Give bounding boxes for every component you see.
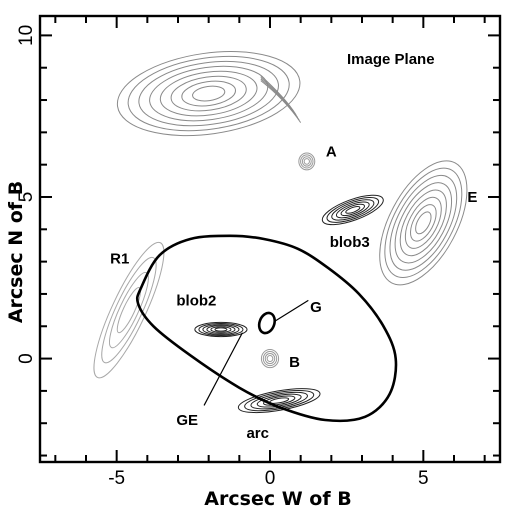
contour-level bbox=[116, 287, 142, 334]
critical-curve-layer bbox=[135, 234, 398, 423]
chart-title: Image Plane bbox=[347, 51, 435, 68]
contour-level bbox=[170, 75, 247, 112]
contour-level bbox=[194, 321, 248, 338]
contour-level bbox=[206, 325, 236, 334]
contour-source-E bbox=[379, 160, 468, 286]
contour-level bbox=[399, 189, 447, 257]
label-arc: arc bbox=[246, 425, 269, 442]
contour-level bbox=[266, 355, 274, 363]
contour-level bbox=[300, 154, 314, 169]
critical-curve bbox=[135, 234, 398, 423]
contour-level bbox=[335, 201, 370, 219]
contour-source-tail bbox=[260, 75, 302, 123]
contour-source-G bbox=[257, 311, 277, 335]
contour-level bbox=[262, 351, 278, 367]
contour-level bbox=[415, 211, 432, 235]
label-g: G bbox=[310, 299, 322, 316]
contour-level bbox=[379, 160, 468, 286]
x-tick-label: 0 bbox=[265, 468, 276, 489]
contour-level bbox=[260, 75, 297, 116]
label-r1: R1 bbox=[110, 250, 129, 267]
contour-level bbox=[301, 156, 312, 167]
contour-level bbox=[326, 196, 380, 223]
contour-level bbox=[260, 349, 280, 369]
contour-level bbox=[198, 322, 244, 337]
contour-level bbox=[404, 196, 442, 249]
contour-level bbox=[345, 206, 361, 214]
contour-level bbox=[298, 152, 316, 171]
contour-level bbox=[116, 51, 301, 137]
x-axis-label: Arcsec W of B bbox=[204, 488, 351, 510]
contour-level bbox=[214, 327, 228, 332]
tick-labels: -5 0 5 0 5 10 bbox=[16, 25, 429, 489]
contour-source-A bbox=[298, 152, 316, 171]
contour-source-arc bbox=[237, 388, 321, 414]
contour-source-blob2 bbox=[194, 321, 248, 338]
contour-level bbox=[331, 199, 375, 221]
label-blob2: blob2 bbox=[176, 292, 216, 309]
contour-level bbox=[159, 70, 258, 117]
contour-level bbox=[321, 194, 384, 226]
x-tick-label: -5 bbox=[108, 468, 125, 489]
tick-marks bbox=[40, 16, 500, 462]
contour-level bbox=[181, 80, 237, 107]
y-tick-label: 10 bbox=[16, 25, 37, 46]
y-tick-label: 0 bbox=[16, 353, 37, 364]
contour-level bbox=[109, 271, 149, 349]
contour-level bbox=[149, 65, 269, 122]
label-blob3: blob3 bbox=[330, 234, 370, 251]
contour-level bbox=[202, 324, 240, 335]
contour-level bbox=[389, 174, 458, 271]
label-a: A bbox=[326, 144, 337, 161]
x-tick-label: 5 bbox=[418, 468, 429, 489]
contour-source-blob3 bbox=[321, 194, 384, 226]
label-b: B bbox=[289, 354, 300, 371]
y-tick-label: 5 bbox=[16, 192, 37, 203]
contour-level bbox=[210, 326, 232, 333]
y-axis-label: Arcsec N of B bbox=[5, 181, 27, 323]
contour-level bbox=[192, 85, 226, 102]
label-ge: GE bbox=[176, 412, 198, 429]
contour-level bbox=[410, 204, 437, 242]
label-e: E bbox=[467, 189, 477, 206]
contour-source-B bbox=[260, 349, 280, 369]
contour-level bbox=[384, 167, 463, 279]
leader-line-GE bbox=[203, 332, 243, 406]
contour-level bbox=[101, 256, 157, 364]
contour-level bbox=[127, 55, 290, 132]
contour-level bbox=[340, 203, 366, 217]
contour-level bbox=[237, 388, 321, 414]
contour-level bbox=[257, 311, 277, 335]
contour-level bbox=[264, 353, 276, 365]
contour-layer bbox=[93, 51, 468, 414]
contour-level bbox=[303, 158, 310, 165]
contour-level bbox=[138, 60, 279, 127]
contour-level bbox=[263, 395, 296, 406]
leader-line-G bbox=[274, 299, 309, 322]
contour-level bbox=[256, 393, 302, 408]
